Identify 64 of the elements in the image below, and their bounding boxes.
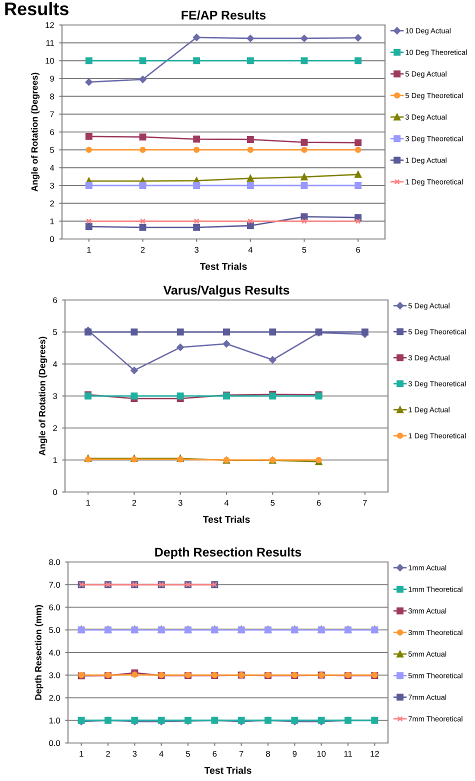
x-axis-title: Test Trials [202, 516, 250, 523]
y-tick-label: 1 [53, 457, 57, 464]
x-tick-label: 5 [186, 750, 190, 757]
x-axis-title: Test Trials [200, 262, 247, 270]
y-tick-label: 6 [53, 297, 57, 304]
x-tick-label: 2 [140, 246, 145, 253]
x-tick-label: 5 [270, 500, 275, 506]
y-tick-label: 6.0 [49, 604, 60, 610]
x-tick-label: 10 [317, 750, 326, 757]
y-tick-label: 2.0 [49, 694, 60, 701]
y-tick-label: 12 [46, 22, 54, 28]
y-tick-label: 3 [50, 182, 54, 189]
y-tick-label: 5 [53, 329, 58, 336]
x-tick-label: 7 [363, 500, 367, 506]
x-tick-label: 3 [132, 750, 137, 757]
y-axis-title: Angle of Rotation (Degrees) [38, 336, 48, 456]
x-tick-label: 8 [266, 750, 270, 757]
x-axis-title: Test Trials [204, 766, 252, 774]
text: Results [5, 2, 68, 16]
y-tick-label: 3 [53, 393, 57, 400]
y-tick-label: 5.0 [49, 627, 60, 633]
x-tick-label: 9 [292, 750, 297, 757]
y-tick-label: 5 [50, 147, 54, 153]
x-tick-label: 7 [239, 750, 244, 757]
x-tick-label: 2 [132, 500, 136, 506]
y-axis-title: Depth Resection (mm) [34, 605, 44, 700]
y-tick-label: 7.0 [49, 582, 60, 588]
y-tick-label: 2 [53, 425, 57, 432]
y-tick-label: 7 [50, 111, 54, 118]
y-tick-label: 11 [46, 40, 54, 46]
y-tick-label: 0 [50, 236, 54, 242]
y-tick-label: 1 [50, 218, 54, 224]
chart-title: FE/AP Results [182, 10, 266, 20]
x-tick-label: 4 [159, 750, 164, 757]
x-tick-label: 6 [356, 246, 360, 253]
y-tick-label: 1.0 [49, 718, 60, 724]
x-tick-label: 2 [106, 750, 110, 757]
x-tick-label: 12 [370, 750, 379, 757]
y-tick-label: 10 [46, 58, 54, 64]
y-tick-label: 4.0 [48, 650, 60, 656]
x-tick-label: 4 [224, 500, 229, 506]
y-tick-label: 2 [50, 200, 54, 206]
y-tick-label: 0.0 [49, 740, 60, 746]
x-tick-label: 1 [86, 500, 90, 506]
y-tick-label: 4 [52, 361, 58, 368]
y-axis-title: Angle of Rotation (Degrees) [31, 72, 40, 192]
y-tick-label: 6 [50, 129, 54, 136]
x-tick-label: 11 [344, 750, 352, 757]
y-tick-label: 3.0 [49, 672, 60, 678]
y-tick-label: 8 [50, 94, 54, 100]
x-tick-label: 3 [194, 246, 199, 253]
x-tick-label: 3 [178, 500, 182, 506]
x-tick-label: 6 [316, 500, 321, 506]
y-tick-label: 9 [50, 76, 54, 82]
y-tick-label: 0 [53, 489, 58, 496]
x-tick-label: 1 [87, 246, 91, 253]
x-tick-label: 6 [212, 750, 217, 757]
chart-title: Depth Resection Results [155, 547, 302, 560]
y-tick-label: 4 [50, 164, 54, 171]
x-tick-label: 4 [248, 246, 252, 253]
y-tick-label: 8.0 [49, 559, 60, 566]
chart-title: Varus/Valgus Results [163, 285, 290, 298]
x-tick-label: 5 [302, 246, 306, 253]
x-tick-label: 1 [80, 750, 84, 757]
